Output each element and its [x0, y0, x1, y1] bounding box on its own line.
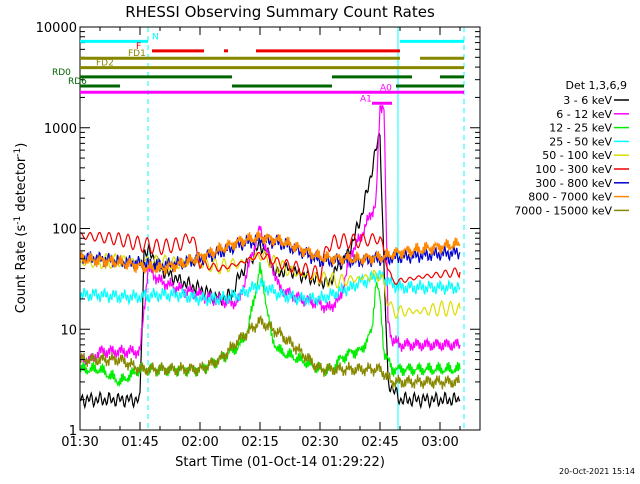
chart-title: RHESSI Observing Summary Count Rates — [125, 3, 435, 21]
y-axis-label: Count Rate (s-1 detector-1) — [13, 143, 29, 314]
y-axis-label-sup1: -1 — [13, 216, 23, 225]
legend-entry-label-3: 25 - 50 keV — [549, 135, 612, 148]
state-bar-label-1: F — [136, 42, 141, 52]
x-tick-label-2: 02:00 — [181, 435, 218, 450]
legend-entry-label-5: 100 - 300 keV — [535, 163, 612, 176]
series-line-7 — [80, 230, 461, 275]
y-axis-label-sup2: -1 — [13, 148, 23, 157]
series-line-4 — [80, 250, 461, 320]
x-tick-label-6: 03:00 — [421, 435, 458, 450]
timestamp: 20-Oct-2021 15:14 — [559, 467, 635, 476]
y-tick-label-3: 1000 — [44, 122, 77, 137]
series-line-5 — [80, 231, 461, 286]
x-tick-label-3: 02:15 — [241, 435, 278, 450]
legend-entry-label-1: 6 - 12 keV — [556, 108, 612, 121]
y-tick-label-2: 100 — [52, 223, 77, 238]
y-tick-label-1: 10 — [60, 323, 77, 338]
state-bar-label-4: RD0 — [52, 68, 71, 78]
legend-entry-label-0: 3 - 6 keV — [563, 94, 612, 107]
x-tick-label-5: 02:45 — [361, 435, 398, 450]
x-tick-label-4: 02:30 — [301, 435, 338, 450]
state-bar-label-0: N — [152, 32, 159, 42]
series-line-8 — [80, 314, 461, 390]
legend-entry-label-8: 7000 - 15000 keV — [514, 204, 612, 217]
state-bar-label-6: A0 — [380, 83, 392, 93]
y-axis-label-main: Count Rate (s — [14, 225, 29, 314]
state-bar-label-7: A1 — [360, 94, 372, 104]
state-bar-label-3: FD2 — [96, 59, 114, 69]
state-bar-label-5: RD6 — [68, 77, 87, 87]
legend-entry-label-7: 800 - 7000 keV — [528, 191, 612, 204]
series-line-0 — [80, 131, 461, 410]
x-tick-label-0: 01:30 — [61, 435, 98, 450]
y-axis-label-mid: detector — [14, 156, 29, 216]
y-tick-label-4: 10000 — [36, 21, 77, 36]
x-tick-label-1: 01:45 — [121, 435, 158, 450]
y-axis-label-end: ) — [14, 143, 29, 148]
x-axis-label: Start Time (01-Oct-14 01:29:22) — [175, 455, 385, 470]
series-line-1 — [80, 105, 461, 366]
series-line-3 — [80, 269, 461, 307]
y-tick-label-0: 1 — [69, 424, 77, 439]
legend-entry-label-2: 12 - 25 keV — [549, 122, 612, 135]
state-bar-label-2: FD1 — [128, 49, 146, 59]
legend-header: Det 1,3,6,9 — [565, 79, 627, 92]
legend-entry-label-4: 50 - 100 keV — [542, 149, 612, 162]
legend-entry-label-6: 300 - 800 keV — [535, 177, 612, 190]
